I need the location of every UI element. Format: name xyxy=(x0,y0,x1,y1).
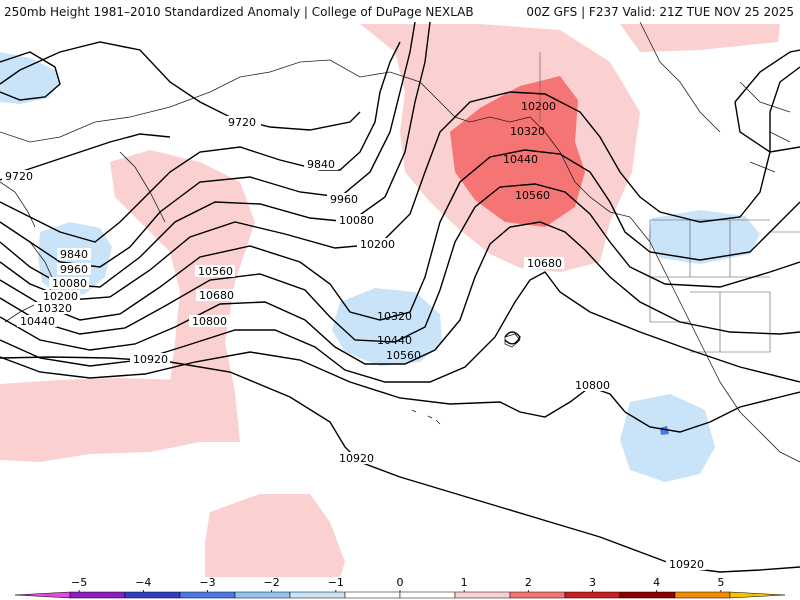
label-10200-japan: 10200 xyxy=(43,290,78,303)
coastlines xyxy=(0,22,800,463)
colorbar-tick-label: 3 xyxy=(589,576,596,589)
contour-10800 xyxy=(0,351,800,433)
map-title: 250mb Height 1981–2010 Standardized Anom… xyxy=(4,5,474,19)
anomaly-colorbar: −5 −4 −3 −2 −1 0 1 2 3 4 5 xyxy=(14,576,786,599)
label-10080-japan: 10080 xyxy=(52,277,87,290)
colorbar-swatch xyxy=(344,591,401,599)
colorbar-tick-label: 1 xyxy=(461,576,468,589)
colorbar-swatch xyxy=(674,591,731,599)
label-10560-trough: 10560 xyxy=(386,349,421,362)
label-10200-ridge: 10200 xyxy=(521,100,556,113)
colorbar-tick-label: −1 xyxy=(328,576,344,589)
height-contours xyxy=(0,22,800,573)
colorbar-swatch xyxy=(289,591,346,599)
model-run-info: 00Z GFS | F237 Valid: 21Z TUE NOV 25 202… xyxy=(526,5,794,19)
contour-10200 xyxy=(0,66,800,301)
anomaly-shading xyxy=(0,24,780,577)
contour-9720 xyxy=(0,41,361,131)
label-10440-japan: 10440 xyxy=(20,315,55,328)
colorbar-swatch xyxy=(454,591,511,599)
label-10680-central: 10680 xyxy=(199,289,234,302)
label-10560-central: 10560 xyxy=(198,265,233,278)
label-10320-japan: 10320 xyxy=(37,302,72,315)
colorbar-swatch xyxy=(234,591,291,599)
contour-labels: 9720 9720 9840 9840 9960 9960 10080 1008… xyxy=(2,100,706,571)
label-10320-trough: 10320 xyxy=(377,310,412,323)
colorbar-tick-label: 0 xyxy=(397,576,404,589)
contour-10560 xyxy=(0,221,800,365)
anomaly-map: 9720 9720 9840 9840 9960 9960 10080 1008… xyxy=(0,22,800,577)
label-10200: 10200 xyxy=(360,238,395,251)
label-10440-trough: 10440 xyxy=(377,334,412,347)
label-10800-east: 10800 xyxy=(575,379,610,392)
neg-anomaly-trough xyxy=(332,288,442,366)
label-10080: 10080 xyxy=(339,214,374,227)
label-9960-japan: 9960 xyxy=(60,263,88,276)
label-9840-japan: 9840 xyxy=(60,248,88,261)
political-boundaries xyxy=(539,52,800,353)
colorbar-swatch xyxy=(564,591,621,599)
label-10920-central: 10920 xyxy=(339,452,374,465)
contour-10320 xyxy=(0,149,800,321)
colorbar-swatch xyxy=(69,591,126,599)
colorbar-tick-label: −3 xyxy=(199,576,215,589)
pos-anomaly-ne-corner xyxy=(620,24,780,52)
contour-small-closed xyxy=(504,331,521,345)
colorbar-swatch xyxy=(509,591,566,599)
neg-anomaly-sw xyxy=(620,394,715,482)
colorbar-tick-label: −2 xyxy=(264,576,280,589)
contour-10440 xyxy=(0,183,800,343)
label-9720-west: 9720 xyxy=(5,170,33,183)
label-10920-east: 10920 xyxy=(669,558,704,571)
colorbar-swatch xyxy=(179,591,236,599)
colorbar-tick-label: 5 xyxy=(717,576,724,589)
colorbar-tick-label: −5 xyxy=(71,576,87,589)
label-10680-east: 10680 xyxy=(527,257,562,270)
label-10920-west: 10920 xyxy=(133,353,168,366)
label-9720: 9720 xyxy=(228,116,256,129)
neg-anomaly-nw xyxy=(0,52,60,104)
pos-anomaly-south xyxy=(205,494,345,577)
neg-anomaly-sw-core xyxy=(660,426,669,435)
label-10560-ridge: 10560 xyxy=(515,189,550,202)
colorbar-swatch xyxy=(399,591,456,599)
label-10800-central: 10800 xyxy=(192,315,227,328)
neg-anomaly-nw-us xyxy=(648,210,760,264)
colorbar-tick-label: −4 xyxy=(135,576,151,589)
label-10440-ridge: 10440 xyxy=(503,153,538,166)
colorbar-tick-label: 2 xyxy=(525,576,532,589)
map-header: 250mb Height 1981–2010 Standardized Anom… xyxy=(0,0,800,24)
colorbar-tick-label: 4 xyxy=(653,576,660,589)
colorbar-swatch xyxy=(124,591,181,599)
label-10320-ridge: 10320 xyxy=(510,125,545,138)
label-9840: 9840 xyxy=(307,158,335,171)
contour-ne-closed xyxy=(734,49,800,153)
colorbar-bar xyxy=(14,591,786,599)
colorbar-swatch xyxy=(729,591,786,599)
colorbar-swatch xyxy=(619,591,676,599)
pos-anomaly-west xyxy=(0,378,240,462)
colorbar-swatch xyxy=(14,591,71,599)
contour-9840 xyxy=(0,41,401,243)
label-9960: 9960 xyxy=(330,193,358,206)
contour-9720-closed-low xyxy=(0,51,61,101)
